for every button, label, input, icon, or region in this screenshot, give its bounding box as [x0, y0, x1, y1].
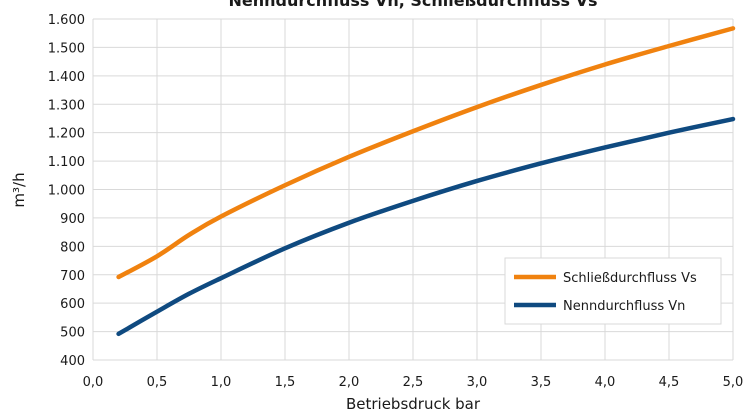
y-tick-label: 1.500: [48, 41, 85, 56]
x-tick-label: 5,0: [723, 375, 744, 390]
x-tick-label: 0,5: [147, 375, 168, 390]
y-tick-label: 700: [60, 269, 85, 284]
x-tick-label: 3,0: [467, 375, 488, 390]
x-tick-label: 1,5: [275, 375, 296, 390]
legend: Schließdurchfluss Vs Nenndurchfluss Vn: [504, 257, 722, 325]
x-tick-label: 2,5: [403, 375, 424, 390]
x-tick-label: 2,0: [339, 375, 360, 390]
y-tick-label: 600: [60, 297, 85, 312]
x-tick-label: 4,0: [595, 375, 616, 390]
series-lines: [116, 26, 736, 337]
x-axis-tick-labels: 0,0 0,5 1,0 1,5 2,0 2,5 3,0 3,5 4,0 4,5 5,0: [83, 375, 744, 390]
x-tick-label: 4,5: [659, 375, 680, 390]
y-tick-label: 800: [60, 240, 85, 255]
y-tick-label: 1.300: [48, 98, 85, 113]
y-tick-label: 400: [60, 354, 85, 369]
x-tick-label: 3,5: [531, 375, 552, 390]
y-tick-label: 1.000: [48, 184, 85, 199]
x-axis-title: Betriebsdruck bar: [346, 395, 481, 413]
legend-label-schliessdurchfluss: Schließdurchfluss Vs: [563, 271, 697, 286]
y-tick-label: 1.600: [48, 13, 85, 28]
y-tick-label: 1.400: [48, 70, 85, 85]
y-axis-title: m³/h: [10, 172, 28, 207]
y-tick-label: 900: [60, 212, 85, 227]
y-tick-label: 1.100: [48, 155, 85, 170]
legend-box: [504, 257, 722, 325]
x-tick-label: 1,0: [211, 375, 232, 390]
y-axis-tick-labels: 400 500 600 700 800 900 1.000 1.100 1.200 1.300 1.…: [48, 13, 85, 369]
y-tick-label: 1.200: [48, 127, 85, 142]
chart-title: Nenndurchfluss Vn, Schließdurchfluss Vs: [228, 0, 597, 10]
series-line-nenndurchfluss: [116, 116, 736, 337]
series-line-schliessdurchfluss: [116, 26, 736, 280]
x-tick-label: 0,0: [83, 375, 104, 390]
y-tick-label: 500: [60, 326, 85, 341]
legend-label-nenndurchfluss: Nenndurchfluss Vn: [563, 299, 685, 314]
